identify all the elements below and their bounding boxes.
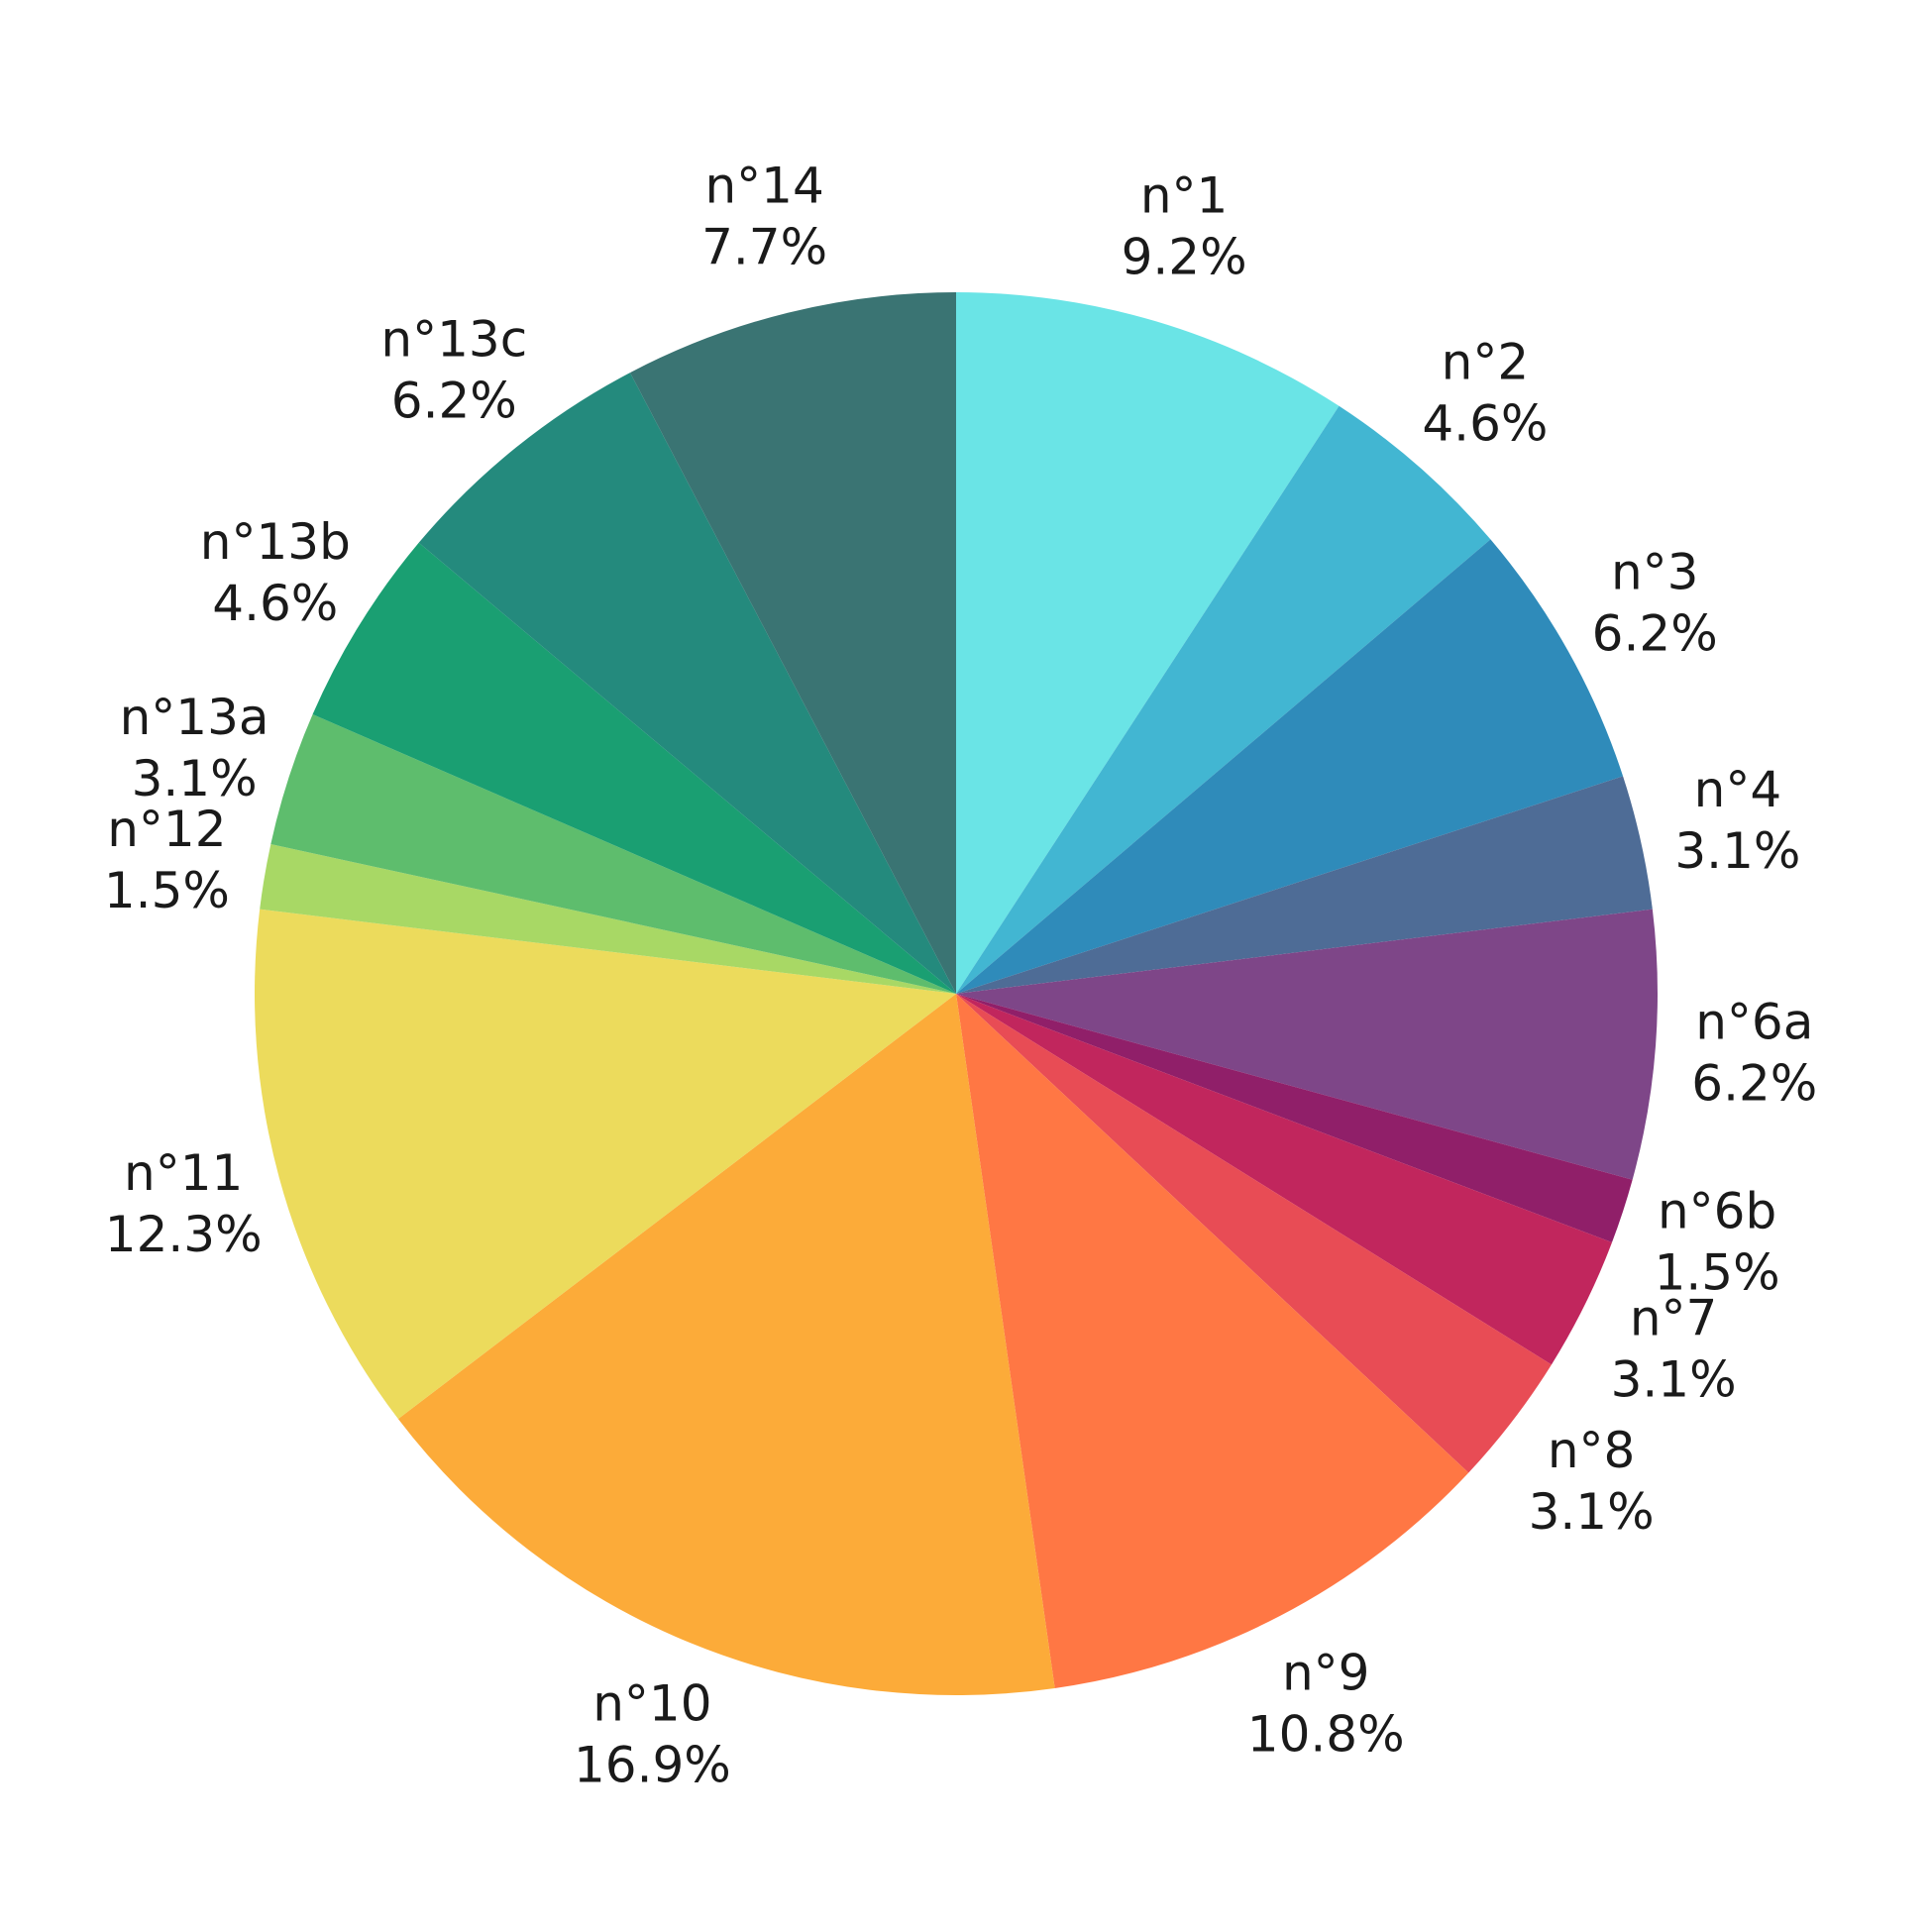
slice-label-percent: 7.7%	[701, 219, 827, 276]
pie-slice-n6b	[956, 994, 1633, 1243]
pie-slice-n2	[956, 405, 1491, 994]
slice-label-name: n°2	[1442, 334, 1530, 391]
slice-label-name: n°11	[124, 1144, 243, 1202]
slice-label-name: n°6a	[1695, 994, 1813, 1051]
pie-slice-n6a	[956, 909, 1659, 1180]
slice-label-percent: 3.1%	[1611, 1351, 1737, 1409]
pie-slice-n9	[956, 994, 1469, 1688]
pie-labels: n°19.2%n°24.6%n°36.2%n°43.1%n°6a6.2%n°6b…	[104, 158, 1817, 1794]
slice-label-percent: 4.6%	[212, 575, 338, 632]
slice-label-percent: 6.2%	[391, 373, 517, 430]
pie-slice-n11	[254, 909, 956, 1420]
pie-slice-n14	[629, 292, 956, 994]
slice-label-percent: 1.5%	[1655, 1244, 1780, 1302]
slice-label-name: n°6b	[1658, 1183, 1776, 1240]
slice-label-name: n°13a	[120, 689, 269, 746]
slice-label-percent: 3.1%	[1529, 1483, 1655, 1541]
pie-slice-n8	[956, 994, 1552, 1473]
pie-slice-n7	[956, 994, 1612, 1365]
slice-label-percent: 6.2%	[1592, 605, 1718, 663]
slice-label-percent: 4.6%	[1422, 395, 1548, 453]
slice-label-percent: 10.8%	[1247, 1706, 1405, 1764]
slice-label-name: n°14	[704, 158, 823, 215]
slice-label-percent: 12.3%	[105, 1206, 263, 1263]
pie-slice-n12	[260, 843, 956, 994]
slice-label-name: n°13c	[380, 311, 527, 369]
slice-label-name: n°9	[1282, 1645, 1370, 1702]
pie-slice-n4	[956, 776, 1653, 994]
pie-slice-n13a	[270, 714, 956, 994]
pie-slice-n10	[397, 994, 1055, 1695]
slice-label-name: n°1	[1140, 166, 1229, 224]
slice-label-percent: 3.1%	[132, 750, 258, 807]
pie-slice-n13b	[312, 542, 956, 994]
slice-label-name: n°7	[1630, 1290, 1718, 1347]
pie-slice-n1	[956, 292, 1340, 994]
slice-label-percent: 1.5%	[104, 862, 230, 919]
slice-label-name: n°10	[592, 1675, 711, 1733]
slice-label-name: n°3	[1611, 544, 1699, 601]
slice-label-name: n°13b	[200, 513, 351, 571]
slice-label-name: n°12	[107, 801, 226, 858]
pie-slice-n13c	[418, 373, 957, 995]
slice-label-percent: 16.9%	[574, 1737, 731, 1794]
slice-label-percent: 9.2%	[1122, 228, 1247, 285]
slice-label-name: n°8	[1548, 1422, 1636, 1479]
pie-slice-n3	[956, 539, 1624, 994]
slice-label-percent: 6.2%	[1691, 1055, 1817, 1113]
slice-label-percent: 3.1%	[1674, 822, 1800, 880]
slice-label-name: n°4	[1694, 761, 1782, 818]
pie-slices	[254, 292, 1659, 1695]
